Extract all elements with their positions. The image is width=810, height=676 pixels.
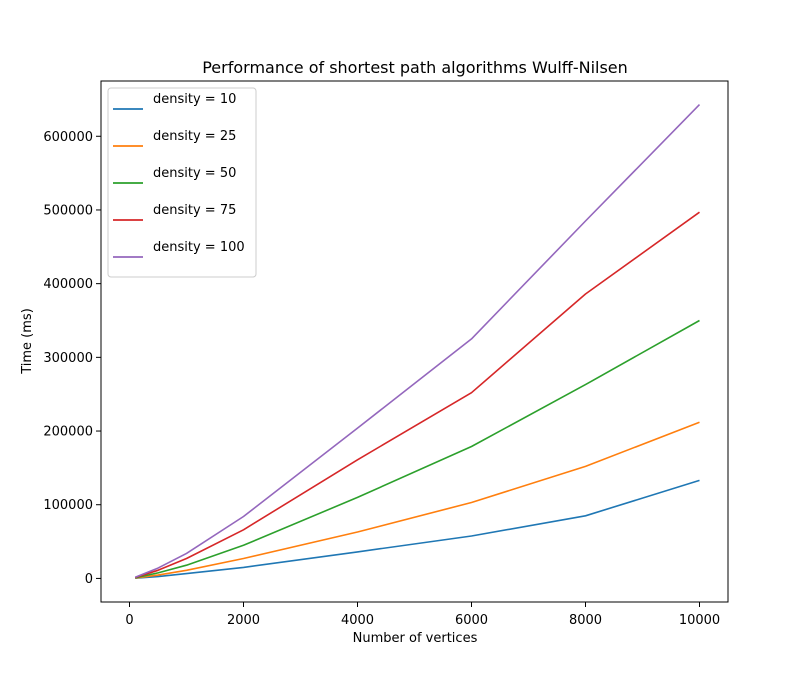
plot-frame [100, 80, 729, 603]
legend-box [107, 87, 257, 278]
plot-area [134, 104, 701, 579]
legend: density = 10 density = 25 density = 50 dens… [107, 87, 257, 278]
legend-label-1: density = 10 [153, 92, 236, 107]
x-tick-label: 4000 [341, 613, 374, 628]
chart-title: Performance of shortest path algorithms … [202, 58, 628, 77]
y-tick-label: 400000 [43, 277, 93, 292]
series-line-3 [135, 319, 700, 579]
legend-label-5: density = 100 [153, 240, 245, 255]
y-axis: 0 100000 200000 300000 400000 500000 600000 [43, 130, 101, 587]
y-tick-label: 600000 [43, 130, 93, 145]
x-axis-label: Number of vertices [353, 631, 478, 646]
y-tick-label: 500000 [43, 203, 93, 218]
y-axis-label: Time (ms) [20, 308, 35, 375]
series-line-1 [135, 479, 700, 579]
x-tick-label: 8000 [569, 613, 602, 628]
legend-label-3: density = 50 [153, 166, 236, 181]
legend-label-4: density = 75 [153, 203, 236, 218]
y-tick-label: 0 [85, 572, 93, 587]
y-tick-label: 300000 [43, 351, 93, 366]
x-tick-label: 2000 [227, 613, 260, 628]
y-tick-label: 200000 [43, 425, 93, 440]
x-tick-label: 0 [125, 613, 133, 628]
series-line-2 [135, 421, 700, 579]
x-tick-label: 6000 [455, 613, 488, 628]
x-tick-label: 10000 [679, 613, 720, 628]
series-line-5 [134, 104, 701, 579]
series-line-4 [134, 211, 700, 579]
y-tick-label: 100000 [43, 498, 93, 513]
legend-label-2: density = 25 [153, 129, 236, 144]
x-axis: 0 2000 4000 6000 8000 10000 [125, 602, 720, 628]
